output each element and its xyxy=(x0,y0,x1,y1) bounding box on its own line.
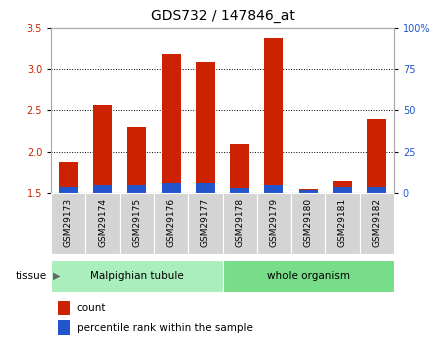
Bar xyxy=(93,105,112,193)
Bar xyxy=(162,54,181,193)
Bar xyxy=(222,260,394,292)
Bar xyxy=(51,193,85,254)
Bar xyxy=(93,185,112,193)
Bar xyxy=(162,183,181,193)
Bar xyxy=(196,183,215,193)
Text: GSM29181: GSM29181 xyxy=(338,198,347,247)
Bar xyxy=(59,187,78,193)
Bar xyxy=(367,119,386,193)
Bar xyxy=(58,300,70,315)
Text: GSM29175: GSM29175 xyxy=(132,198,142,247)
Text: percentile rank within the sample: percentile rank within the sample xyxy=(77,323,253,333)
Text: GSM29173: GSM29173 xyxy=(64,198,73,247)
Bar xyxy=(154,193,188,254)
Bar xyxy=(222,193,257,254)
Bar xyxy=(188,193,222,254)
Bar xyxy=(58,321,70,335)
Text: GSM29176: GSM29176 xyxy=(166,198,176,247)
Bar xyxy=(264,185,283,193)
Bar xyxy=(230,144,249,193)
Bar xyxy=(291,193,325,254)
Bar xyxy=(230,188,249,193)
Bar xyxy=(367,187,386,193)
Bar xyxy=(196,62,215,193)
Text: GSM29178: GSM29178 xyxy=(235,198,244,247)
Bar xyxy=(299,189,318,193)
Bar xyxy=(257,193,291,254)
Bar xyxy=(299,190,318,193)
Text: ▶: ▶ xyxy=(53,271,61,281)
Bar xyxy=(264,38,283,193)
Text: GSM29182: GSM29182 xyxy=(372,198,381,247)
Bar xyxy=(333,181,352,193)
Bar xyxy=(85,193,120,254)
Text: tissue: tissue xyxy=(16,271,47,281)
Text: GSM29174: GSM29174 xyxy=(98,198,107,247)
Text: GSM29180: GSM29180 xyxy=(303,198,313,247)
Bar xyxy=(127,185,146,193)
Text: whole organism: whole organism xyxy=(267,271,350,281)
Text: count: count xyxy=(77,303,106,313)
Text: Malpighian tubule: Malpighian tubule xyxy=(90,271,184,281)
Bar xyxy=(59,162,78,193)
Bar xyxy=(360,193,394,254)
Text: GDS732 / 147846_at: GDS732 / 147846_at xyxy=(150,9,295,23)
Bar xyxy=(51,260,223,292)
Bar xyxy=(120,193,154,254)
Bar xyxy=(127,127,146,193)
Bar xyxy=(333,187,352,193)
Text: GSM29179: GSM29179 xyxy=(269,198,279,247)
Bar xyxy=(325,193,360,254)
Text: GSM29177: GSM29177 xyxy=(201,198,210,247)
